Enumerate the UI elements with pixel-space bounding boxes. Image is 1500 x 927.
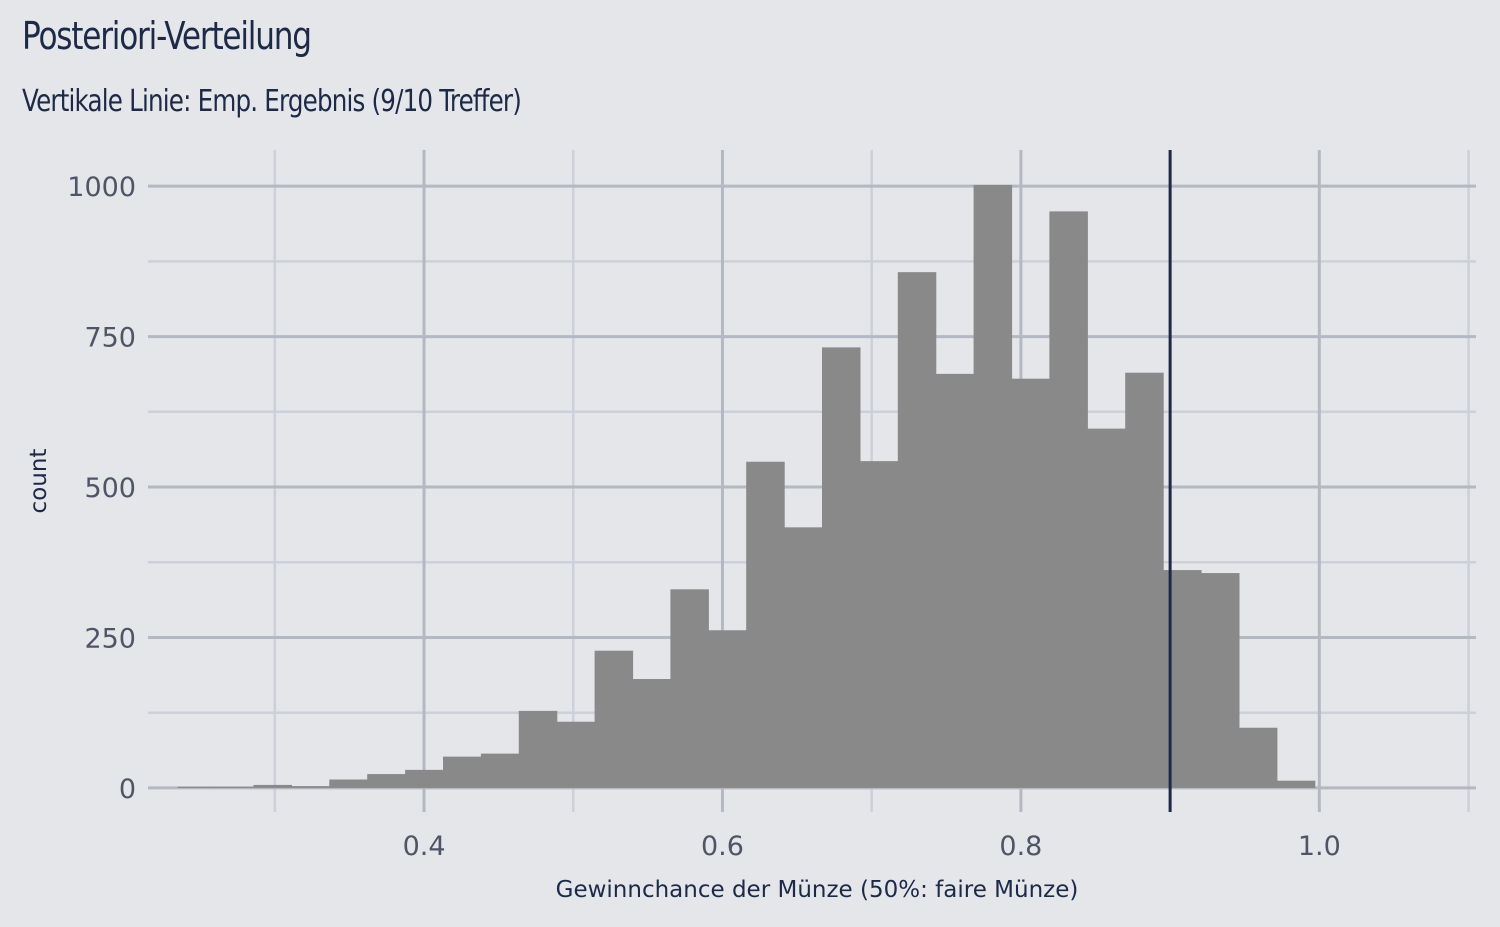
histogram-bar: [253, 784, 292, 788]
chart-subtitle: Vertikale Linie: Emp. Ergebnis (9/10 Tre…: [22, 84, 522, 119]
histogram-bar: [177, 786, 217, 788]
y-axis-title: count: [26, 449, 52, 514]
histogram-bar: [215, 786, 255, 788]
histogram-bar: [632, 678, 671, 788]
x-tick-label: 0.4: [403, 831, 446, 862]
histogram-bar: [367, 774, 406, 788]
histogram-bar: [594, 650, 634, 788]
histogram-bar: [1200, 573, 1240, 788]
x-tick-label: 0.6: [701, 831, 744, 862]
histogram-bar: [784, 527, 823, 788]
histogram-bar: [1238, 727, 1278, 788]
histogram-bar: [859, 461, 899, 788]
y-tick-labels: 0 250 500 750 1000: [67, 172, 136, 805]
histogram-bar: [556, 721, 596, 788]
histogram-bar: [935, 373, 975, 788]
x-tick-label: 1.0: [1298, 831, 1341, 862]
x-axis-title: Gewinnchance der Münze (50%: faire Münze…: [556, 877, 1079, 903]
y-tick-label: 500: [84, 473, 136, 504]
histogram-bar: [442, 756, 482, 788]
histogram-bar: [480, 753, 520, 788]
histogram-bar: [897, 272, 937, 788]
y-tick-label: 250: [84, 623, 136, 654]
histogram-bar: [1125, 372, 1164, 788]
histogram-bar: [329, 779, 368, 788]
y-tick-label: 0: [119, 774, 136, 805]
histogram-bar: [291, 786, 330, 788]
histogram-bar: [1011, 378, 1050, 788]
histogram-bar: [821, 347, 861, 788]
histogram-bar: [708, 630, 747, 788]
histogram-bars: [177, 184, 1316, 788]
x-tick-labels: 0.4 0.6 0.8 1.0: [403, 831, 1341, 862]
histogram-bar: [973, 184, 1013, 788]
y-tick-label: 750: [84, 323, 136, 354]
histogram-bar: [405, 769, 444, 788]
x-tick-label: 0.8: [999, 831, 1042, 862]
histogram-bar: [518, 710, 558, 788]
histogram-bar: [1087, 428, 1126, 788]
histogram-bar: [670, 589, 709, 788]
histogram-bar: [1049, 211, 1088, 788]
histogram-bar: [1276, 780, 1316, 788]
chart-title: Posteriori-Verteilung: [22, 14, 312, 58]
histogram-bar: [746, 461, 785, 788]
y-tick-label: 1000: [67, 172, 136, 203]
